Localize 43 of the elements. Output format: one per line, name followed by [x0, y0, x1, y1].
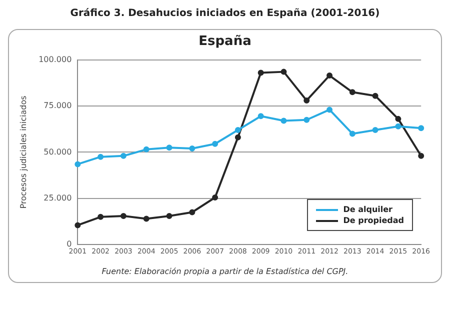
point	[349, 130, 356, 137]
point	[372, 127, 378, 134]
point	[418, 125, 424, 132]
y-tick-label: 25.000	[44, 193, 72, 202]
point	[280, 68, 287, 75]
y-tick-label: 75.000	[44, 101, 72, 110]
point	[418, 152, 424, 159]
point	[74, 222, 81, 228]
point	[395, 116, 402, 122]
chart-title: Gráfico 3. Desahucios iniciados en España (2001-2016)	[69, 8, 381, 19]
point	[189, 209, 196, 216]
point	[258, 113, 264, 120]
legend-label: De propiedad	[343, 216, 404, 225]
point	[166, 144, 172, 151]
point	[120, 212, 126, 219]
point	[74, 161, 81, 168]
point	[258, 70, 264, 76]
chart-subtitle: España	[198, 34, 252, 49]
y-tick-label: 50.000	[44, 147, 72, 156]
point	[166, 212, 172, 219]
point	[372, 92, 378, 99]
source-note: Fuente: Elaboración propia a partir de la Estadística del CGPJ.	[100, 267, 350, 276]
y-tick-label: 100.000	[38, 54, 72, 64]
point	[326, 106, 333, 113]
point	[120, 152, 126, 159]
y-tick-label: 0	[66, 240, 72, 249]
point	[98, 154, 104, 160]
point	[395, 123, 402, 130]
point	[326, 72, 333, 79]
point	[234, 127, 241, 134]
point	[304, 97, 310, 104]
point	[280, 118, 287, 124]
y-axis-title: Procesos judiciales iniciados	[18, 96, 28, 209]
point	[212, 140, 218, 147]
legend-label: De alquiler	[343, 205, 393, 214]
point	[234, 134, 241, 140]
point	[98, 214, 104, 220]
point	[304, 116, 310, 123]
point	[143, 146, 150, 152]
point	[143, 216, 150, 222]
point	[212, 194, 218, 200]
point	[189, 146, 196, 152]
point	[349, 89, 356, 96]
